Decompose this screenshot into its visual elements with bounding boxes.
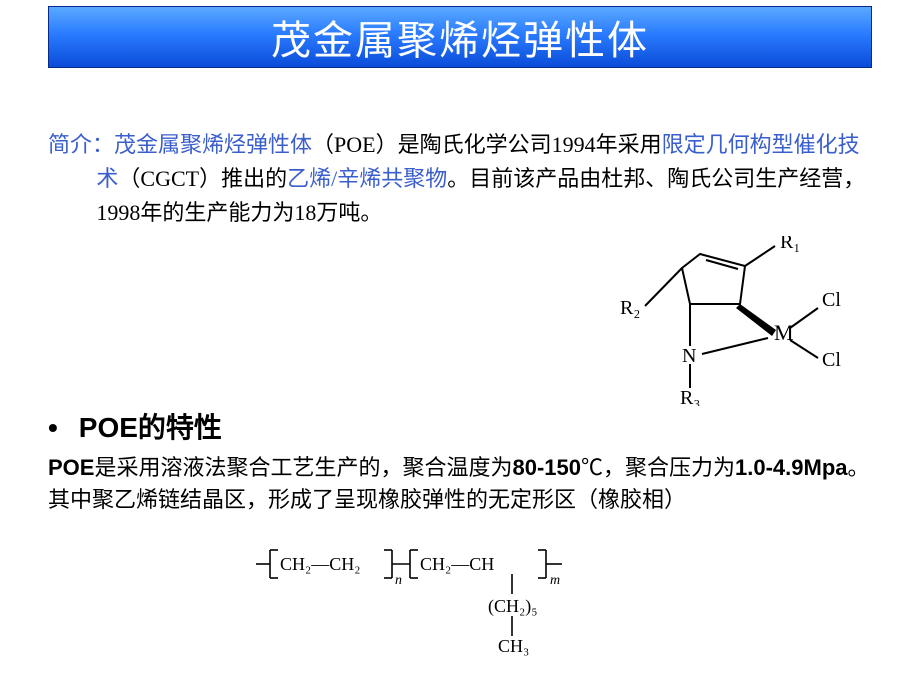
body-bold-3: 1.0-4.9Mpa [735,455,848,480]
label-cl1: Cl [822,289,841,311]
formula-sub-m: m [550,573,560,588]
intro-term-1: 茂金属聚烯烃弹性体 [114,132,312,157]
label-r1: R₁ [780,236,800,253]
body-bold-2: 80-150 [512,455,581,480]
formula-line2: (CH₂)₅ [488,596,538,617]
section-heading-text: POE的特性 [79,412,222,443]
formula-line1-left: CH₂—CH₂ [280,554,361,574]
section-body: POE是采用溶液法聚合工艺生产的，聚合温度为80-150℃，聚合压力为1.0-4… [48,452,872,516]
intro-paragraph: 简介：茂金属聚烯烃弹性体（POE）是陶氏化学公司1994年采用限定几何构型催化技… [48,128,872,230]
intro-term-3: 乙烯/辛烯共聚物 [287,166,447,191]
label-r2: R₂ [620,297,640,319]
label-cl2: Cl [822,349,841,371]
body-text-2: ℃，聚合压力为 [581,455,735,480]
intro-label: 简介： [48,132,114,157]
poe-section: •POE的特性 POE是采用溶液法聚合工艺生产的，聚合温度为80-150℃，聚合… [48,406,872,516]
label-m: M [774,320,794,345]
bullet-icon: • [48,412,79,444]
intro-text-2: （CGCT）推出的 [118,166,287,191]
label-r3: R₃ [680,387,700,406]
page-title: 茂金属聚烯烃弹性体 [271,8,649,66]
catalyst-structure-diagram: R₁ R₂ N R₃ M Cl Cl [590,236,850,406]
polymer-formula-diagram: CH₂—CH₂ n CH₂—CH m (CH₂)₅ CH₃ [250,544,580,664]
label-n: N [682,345,696,367]
body-text-1: 是采用溶液法聚合工艺生产的，聚合温度为 [94,455,512,480]
title-bar: 茂金属聚烯烃弹性体 [48,6,872,68]
formula-line3: CH₃ [498,636,529,656]
body-bold-1: POE [48,455,94,480]
formula-sub-n: n [395,573,402,588]
section-heading: •POE的特性 [48,406,872,446]
intro-text-1: （POE）是陶氏化学公司1994年采用 [312,132,662,157]
formula-line1-right: CH₂—CH [420,554,494,574]
